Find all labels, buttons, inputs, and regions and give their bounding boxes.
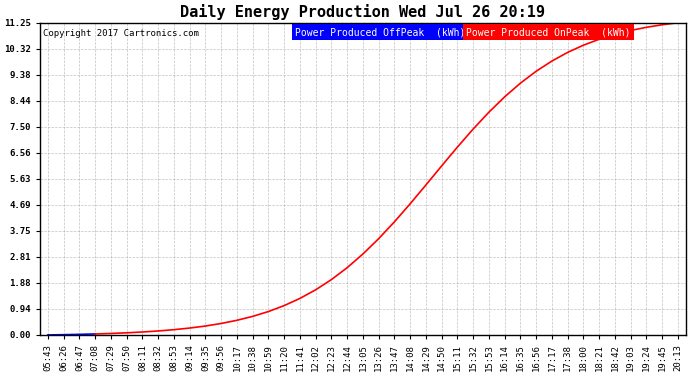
Text: Power Produced OnPeak  (kWh): Power Produced OnPeak (kWh) [466,27,631,38]
Text: Power Produced OffPeak  (kWh): Power Produced OffPeak (kWh) [295,27,466,38]
Text: Copyright 2017 Cartronics.com: Copyright 2017 Cartronics.com [43,29,199,38]
Title: Daily Energy Production Wed Jul 26 20:19: Daily Energy Production Wed Jul 26 20:19 [181,4,546,20]
